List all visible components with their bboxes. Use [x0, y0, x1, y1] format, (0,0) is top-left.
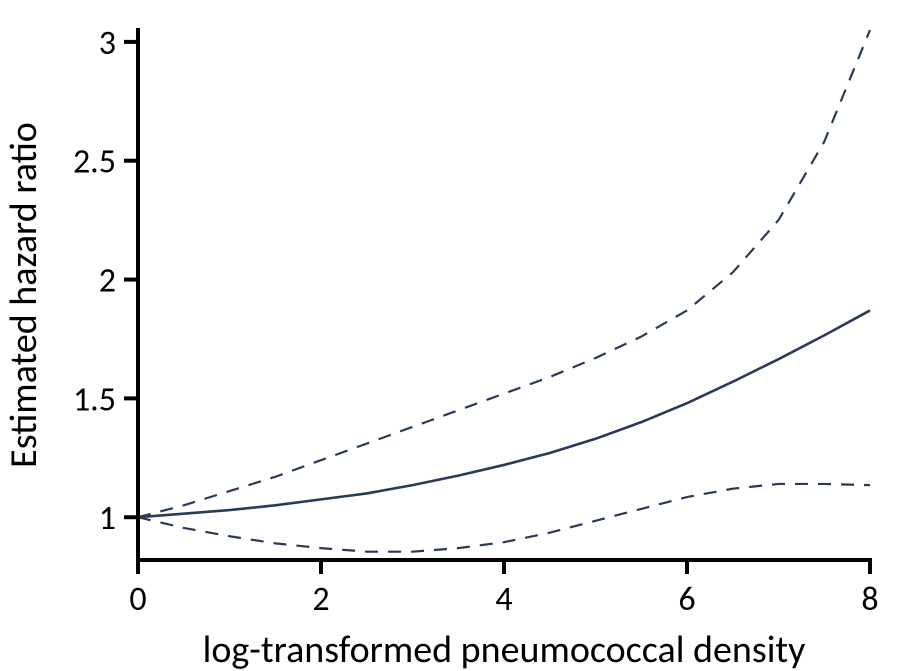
y-axis-label: Estimated hazard ratio	[1, 122, 47, 468]
x-axis-label: log-transformed pneumococcal density	[203, 627, 806, 671]
y-tick-label: 2	[99, 260, 116, 301]
y-tick-label: 3	[99, 23, 116, 64]
x-tick-label: 8	[861, 579, 878, 620]
y-tick-label: 2.5	[73, 142, 116, 183]
chart-background	[0, 0, 900, 671]
x-tick-label: 0	[129, 579, 146, 620]
x-tick-label: 4	[495, 579, 512, 620]
hazard-ratio-chart: 0 2 4 6 8 1 1.5 2 2.5 3 log-transformed pneumococc…	[0, 0, 900, 671]
y-tick-label: 1.5	[73, 379, 116, 420]
chart-svg: 0 2 4 6 8 1 1.5 2 2.5 3 log-transformed pneumococc…	[0, 0, 900, 671]
x-tick-label: 6	[678, 579, 695, 620]
y-tick-label: 1	[99, 498, 116, 539]
x-tick-label: 2	[312, 579, 329, 620]
